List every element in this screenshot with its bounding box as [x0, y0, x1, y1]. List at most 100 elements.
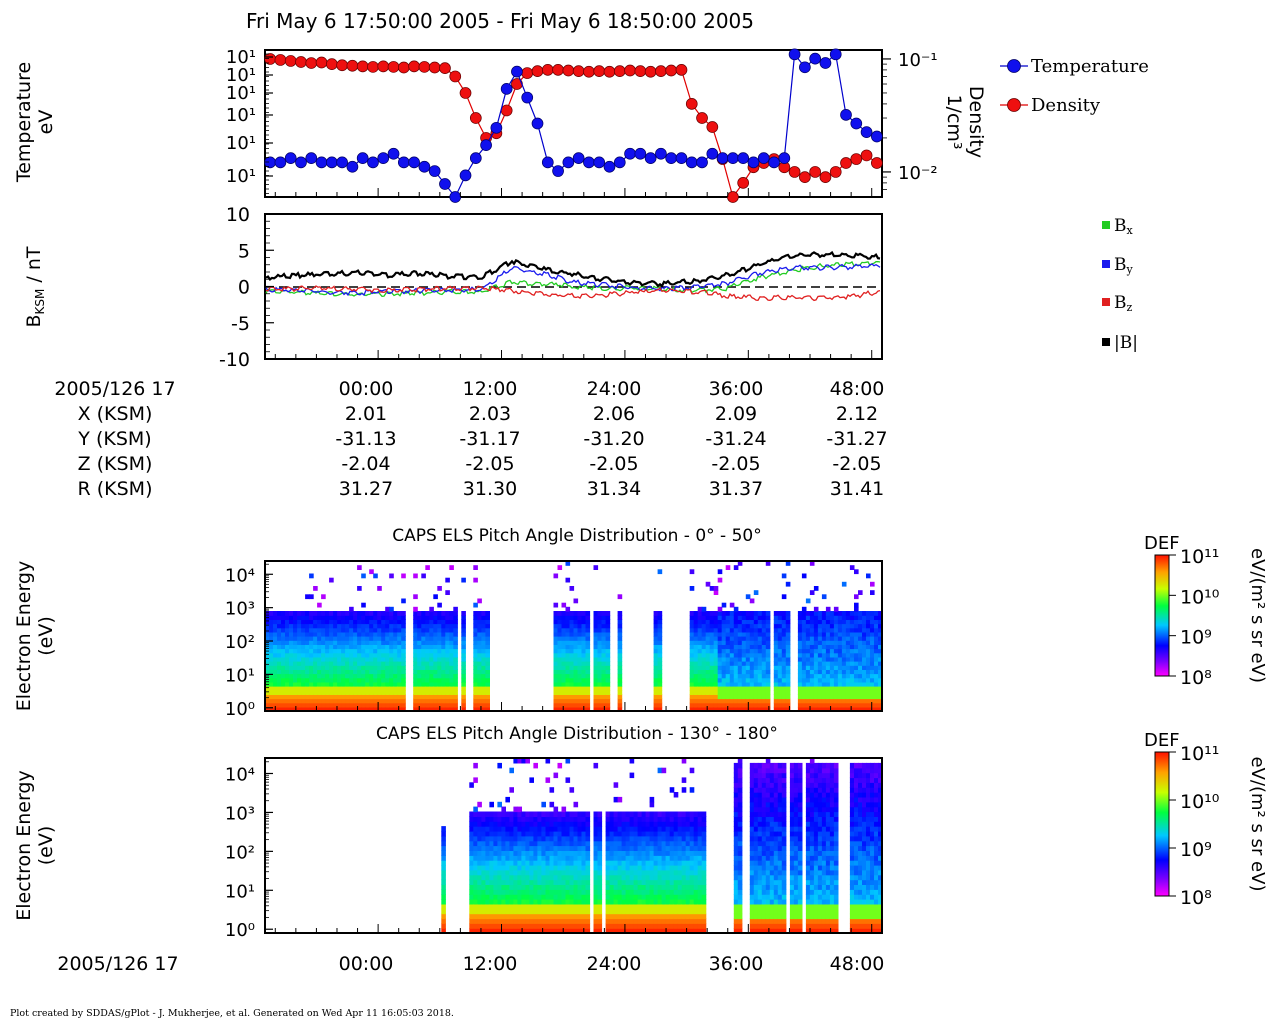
spectrogram-cell: [389, 573, 394, 579]
spectrogram-cell: [329, 615, 334, 620]
spectrogram-cell: [757, 656, 763, 662]
spectrogram-cell: [277, 677, 282, 683]
spectrogram-cell: [545, 889, 551, 895]
spectrogram-cell: [441, 884, 446, 890]
spectrogram-cell: [537, 874, 542, 881]
spectrogram-cell: [473, 665, 478, 670]
density-point: [634, 65, 647, 77]
spectrogram-cell: [809, 656, 815, 662]
spectrogram-cell: [553, 656, 559, 662]
spectrogram-cell: [557, 869, 563, 876]
spectrogram-cell: [609, 879, 615, 885]
spectrogram-cell: [573, 830, 579, 837]
spectrogram-cell: [657, 673, 663, 679]
spectrogram-cell: [509, 830, 514, 837]
spectrogram-cell: [689, 903, 695, 910]
spectrogram-cell: [349, 694, 354, 700]
spectrogram-cell: [321, 594, 326, 600]
spectrogram-cell: [461, 640, 466, 645]
spectrogram-cell: [625, 811, 631, 817]
spectrogram-cell: [781, 702, 787, 708]
spectrogram-cell: [845, 690, 851, 695]
spectrogram-cell: [681, 830, 687, 837]
spectrogram-cell: [593, 631, 599, 637]
spectrogram-cell: [753, 590, 759, 595]
spectrogram-cell: [609, 835, 615, 842]
spectrogram-cell: [773, 826, 779, 832]
spectrogram-cell: [337, 652, 342, 658]
spectrogram-cell: [321, 615, 326, 620]
spectrogram-cell: [697, 855, 703, 861]
spectrogram-cell: [705, 656, 711, 662]
spectrogram-cell: [725, 656, 731, 662]
spectrogram-cell: [813, 615, 819, 620]
spectrogram-cell: [709, 611, 715, 616]
spectrogram-cell: [509, 869, 514, 876]
spectrogram-cell: [617, 615, 623, 620]
temperature-point: [315, 156, 328, 169]
density-tick-label: 10⁻²: [898, 163, 938, 184]
spectrogram-cell: [557, 611, 563, 616]
spectrogram-cell: [509, 928, 514, 934]
spectrogram-cell: [866, 652, 871, 658]
spectrogram-cell: [733, 816, 739, 822]
spectrogram-cell: [874, 694, 879, 700]
spectrogram-cell: [609, 840, 615, 847]
spectrogram-cell: [817, 702, 823, 708]
spectrogram-cell: [333, 665, 338, 670]
spectrogram-cell: [621, 850, 627, 856]
spectrogram-cell: [321, 698, 326, 704]
spectrogram-cell: [485, 830, 490, 837]
spectrogram-cell: [461, 677, 466, 683]
spectrogram-cell: [345, 656, 350, 662]
spectrogram-cell: [577, 840, 583, 847]
spectrogram-cell: [745, 669, 751, 675]
spectrogram-cell: [573, 811, 579, 817]
spectrogram-cell: [773, 864, 779, 871]
spectrogram-cell: [325, 627, 330, 633]
spectrogram-cell: [285, 673, 290, 679]
spectrogram-cell: [581, 816, 587, 822]
spectrogram-cell: [741, 615, 747, 620]
spectrogram-cell: [721, 636, 727, 641]
spectrogram-cell: [862, 611, 867, 616]
spectrogram-cell: [737, 889, 743, 895]
spectrogram-cell: [717, 636, 723, 641]
spectrogram-cell: [573, 698, 579, 704]
spectrogram-cell: [870, 702, 875, 708]
spectrogram-cell: [273, 690, 278, 695]
spectrogram-cell: [665, 835, 671, 842]
spectrogram-cell: [765, 706, 771, 712]
spectrogram-cell: [797, 636, 803, 641]
energy-axis-unit: (eV): [35, 616, 57, 656]
spectrogram-cell: [377, 640, 382, 645]
spectrogram-cell: [497, 928, 502, 934]
spectrogram-cell: [617, 796, 623, 803]
spectrogram-cell: [305, 706, 310, 712]
temperature-point: [572, 152, 585, 164]
spectrogram-cell: [697, 903, 703, 910]
spectrogram-cell: [325, 706, 330, 712]
spectrogram-cell: [701, 673, 707, 679]
spectrogram-cell: [653, 694, 659, 700]
spectrogram-cell: [597, 652, 603, 658]
spectrogram-cell: [485, 889, 490, 895]
bmag-legend-marker: [1102, 338, 1110, 346]
spectrogram-cell: [569, 586, 575, 591]
spectrogram-cell: [553, 918, 559, 924]
spectrogram-cell: [874, 640, 879, 645]
spectrogram-cell: [809, 619, 815, 625]
spectrogram-cell: [737, 894, 743, 900]
spectrogram-cell: [705, 673, 711, 679]
spectrogram-cell: [417, 619, 422, 625]
spectrogram-cell: [621, 821, 627, 827]
spectrogram-cell: [841, 648, 847, 654]
spectrogram-cell: [845, 694, 851, 700]
spectrogram-cell: [345, 652, 350, 658]
spectrogram-cell: [581, 661, 587, 666]
spectrogram-cell: [293, 640, 298, 645]
spectrogram-cell: [541, 884, 546, 890]
spectrogram-cell: [329, 686, 334, 691]
spectrogram-cell: [733, 884, 739, 890]
spectrogram-cell: [453, 673, 458, 679]
